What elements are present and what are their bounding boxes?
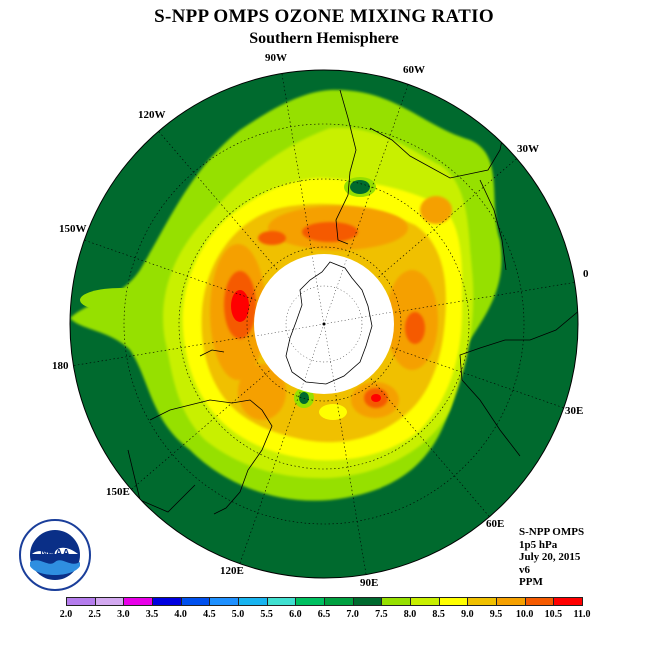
colorbar-segment: [438, 597, 469, 606]
lon-label-180: 180: [52, 360, 69, 372]
lon-label-0: 0: [583, 268, 589, 280]
colorbar-segment: [496, 597, 526, 606]
map-subtitle: Southern Hemisphere: [249, 30, 399, 47]
colorbar-tick-label: 4.5: [203, 609, 216, 620]
lon-label-30e: 30E: [565, 405, 584, 417]
colorbar-segment: [381, 597, 411, 606]
colorbar-segment: [352, 597, 383, 606]
ozone-field-low-patches: [80, 177, 376, 420]
colorbar-segment: [295, 597, 325, 606]
colorbar-segment: [123, 597, 153, 606]
map-border: [69, 69, 579, 579]
antarctica-outline: [285, 261, 373, 385]
lon-label-150e: 150E: [106, 486, 130, 498]
info-version: v6: [519, 563, 530, 576]
lon-label-150w: 150W: [59, 223, 87, 235]
colorbar-tick-label: 8.5: [432, 609, 445, 620]
lon-label-120e: 120E: [220, 565, 244, 577]
lon-label-120w: 120W: [138, 109, 166, 121]
colorbar-tick-label: 10.5: [544, 609, 563, 620]
colorbar-tick-label: 9.5: [489, 609, 503, 620]
lon-label-90e: 90E: [360, 577, 379, 589]
colorbar-tick-label: 3.0: [117, 609, 130, 620]
colorbar-tick-label: 10.0: [515, 609, 534, 620]
colorbar-tick-label: 2.0: [59, 609, 73, 620]
info-date: July 20, 2015: [519, 551, 581, 563]
colorbar-segment: [324, 597, 354, 606]
colorbar-tick-label: 7.0: [346, 609, 359, 620]
lon-label-60w: 60W: [403, 64, 425, 76]
colorbar-segment: [524, 597, 555, 606]
info-instrument: S-NPP OMPS: [519, 526, 585, 538]
lon-label-30w: 30W: [517, 143, 539, 155]
info-units: PPM: [519, 576, 543, 588]
graticule: [70, 73, 578, 575]
ozone-field-10.0-10.5: [231, 290, 381, 402]
colorbar-segment: [94, 597, 125, 606]
colorbar-tick-label: 3.5: [145, 609, 159, 620]
colorbar-tick-label: 8.0: [403, 609, 417, 620]
lon-label-90w: 90W: [265, 52, 287, 64]
lon-label-60e: 60E: [486, 518, 505, 530]
colorbar-tick-label: 5.0: [231, 609, 245, 620]
colorbar-segment: [266, 597, 297, 606]
svg-text:NOAA: NOAA: [40, 548, 69, 559]
info-level: 1p5 hPa: [519, 538, 558, 551]
colorbar-tick-label: 11.0: [573, 609, 591, 620]
colorbar-tick-label: 9.0: [461, 609, 474, 620]
colorbar-tick-label: 6.5: [317, 609, 331, 620]
colorbar-segment: [410, 597, 440, 606]
colorbar-segment: [238, 597, 268, 606]
colorbar-tick-label: 5.5: [260, 609, 273, 620]
map-title: S-NPP OMPS OZONE MIXING RATIO: [154, 6, 494, 27]
pole-graticule: [255, 254, 393, 394]
colorbar-segment: [553, 597, 583, 606]
colorbar-segment: [467, 597, 497, 606]
colorbar-tick-label: 2.5: [88, 609, 101, 620]
colorbar-segment: [66, 597, 96, 606]
colorbar-tick-label: 6.0: [289, 609, 302, 620]
map-info-block: S-NPP OMPS 1p5 hPa July 20, 2015 v6 PPM: [519, 526, 584, 589]
noaa-logo: NOAA: [19, 519, 91, 591]
colorbar-tick-label: 7.5: [375, 609, 388, 620]
colorbar-segment: [152, 597, 182, 606]
colorbar-segment: [180, 597, 211, 606]
colorbar-segment: [209, 597, 239, 606]
colorbar-tick-label: 4.0: [174, 609, 187, 620]
